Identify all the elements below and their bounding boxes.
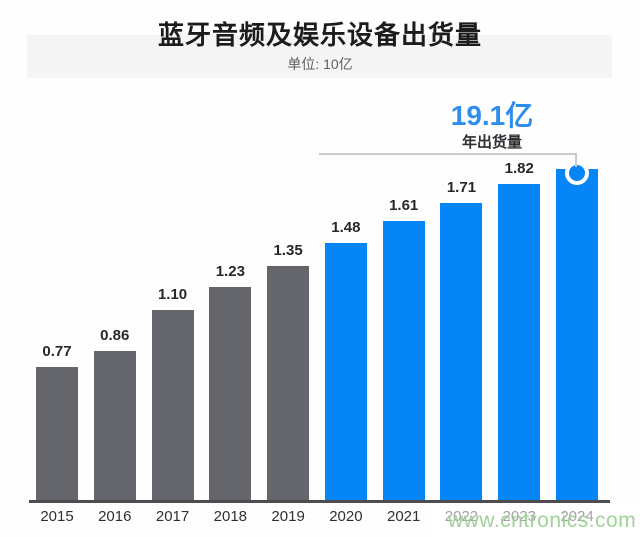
bar-2019 [267, 266, 310, 501]
bar-value-label: 0.86 [100, 327, 130, 345]
x-axis-label-2017: 2017 [155, 508, 190, 525]
annotation-bracket-drop [575, 153, 577, 167]
x-axis-label-2021: 2021 [386, 508, 421, 525]
bar-value-label: 0.77 [42, 343, 72, 361]
bar-2020 [324, 243, 367, 501]
x-axis-label-2018: 2018 [213, 508, 248, 525]
annotation-bracket-line [319, 153, 577, 155]
x-axis-label-2015: 2015 [40, 508, 74, 525]
bar-2016 [93, 351, 136, 501]
bar-2017 [151, 309, 194, 501]
header-band [27, 35, 612, 78]
bar-value-label: 1.71 [446, 179, 477, 197]
chart-title: 蓝牙音频及娱乐设备出货量 [157, 20, 482, 50]
bar-value-label: 1.61 [389, 196, 419, 214]
bar-value-label: 1.35 [273, 242, 303, 260]
bar-value-label: 1.48 [331, 219, 361, 237]
x-axis-label-2016: 2016 [98, 508, 132, 525]
bar-2015 [36, 367, 78, 501]
bar-2021 [382, 220, 425, 501]
x-axis-line [29, 500, 610, 503]
bar-2022 [440, 203, 483, 501]
bar-2018 [209, 286, 252, 501]
bar-value-label: 1.10 [157, 285, 188, 303]
watermark-backdrop [428, 505, 640, 537]
annotation-value: 19.1亿 [450, 100, 534, 131]
bar-value-label: 1.23 [215, 262, 245, 280]
highlight-circle-marker [565, 160, 590, 185]
x-axis-label-2020: 2020 [329, 508, 363, 525]
bar-2023 [498, 184, 541, 501]
bar-value-label: 1.82 [504, 160, 534, 178]
x-axis-label-2019: 2019 [271, 508, 305, 525]
chart-unit-label: 单位: 10亿 [287, 56, 353, 72]
annotation-label: 年出货量 [461, 134, 522, 151]
bar-2024 [556, 168, 599, 501]
watermark: www.cntronics.com [448, 509, 637, 532]
